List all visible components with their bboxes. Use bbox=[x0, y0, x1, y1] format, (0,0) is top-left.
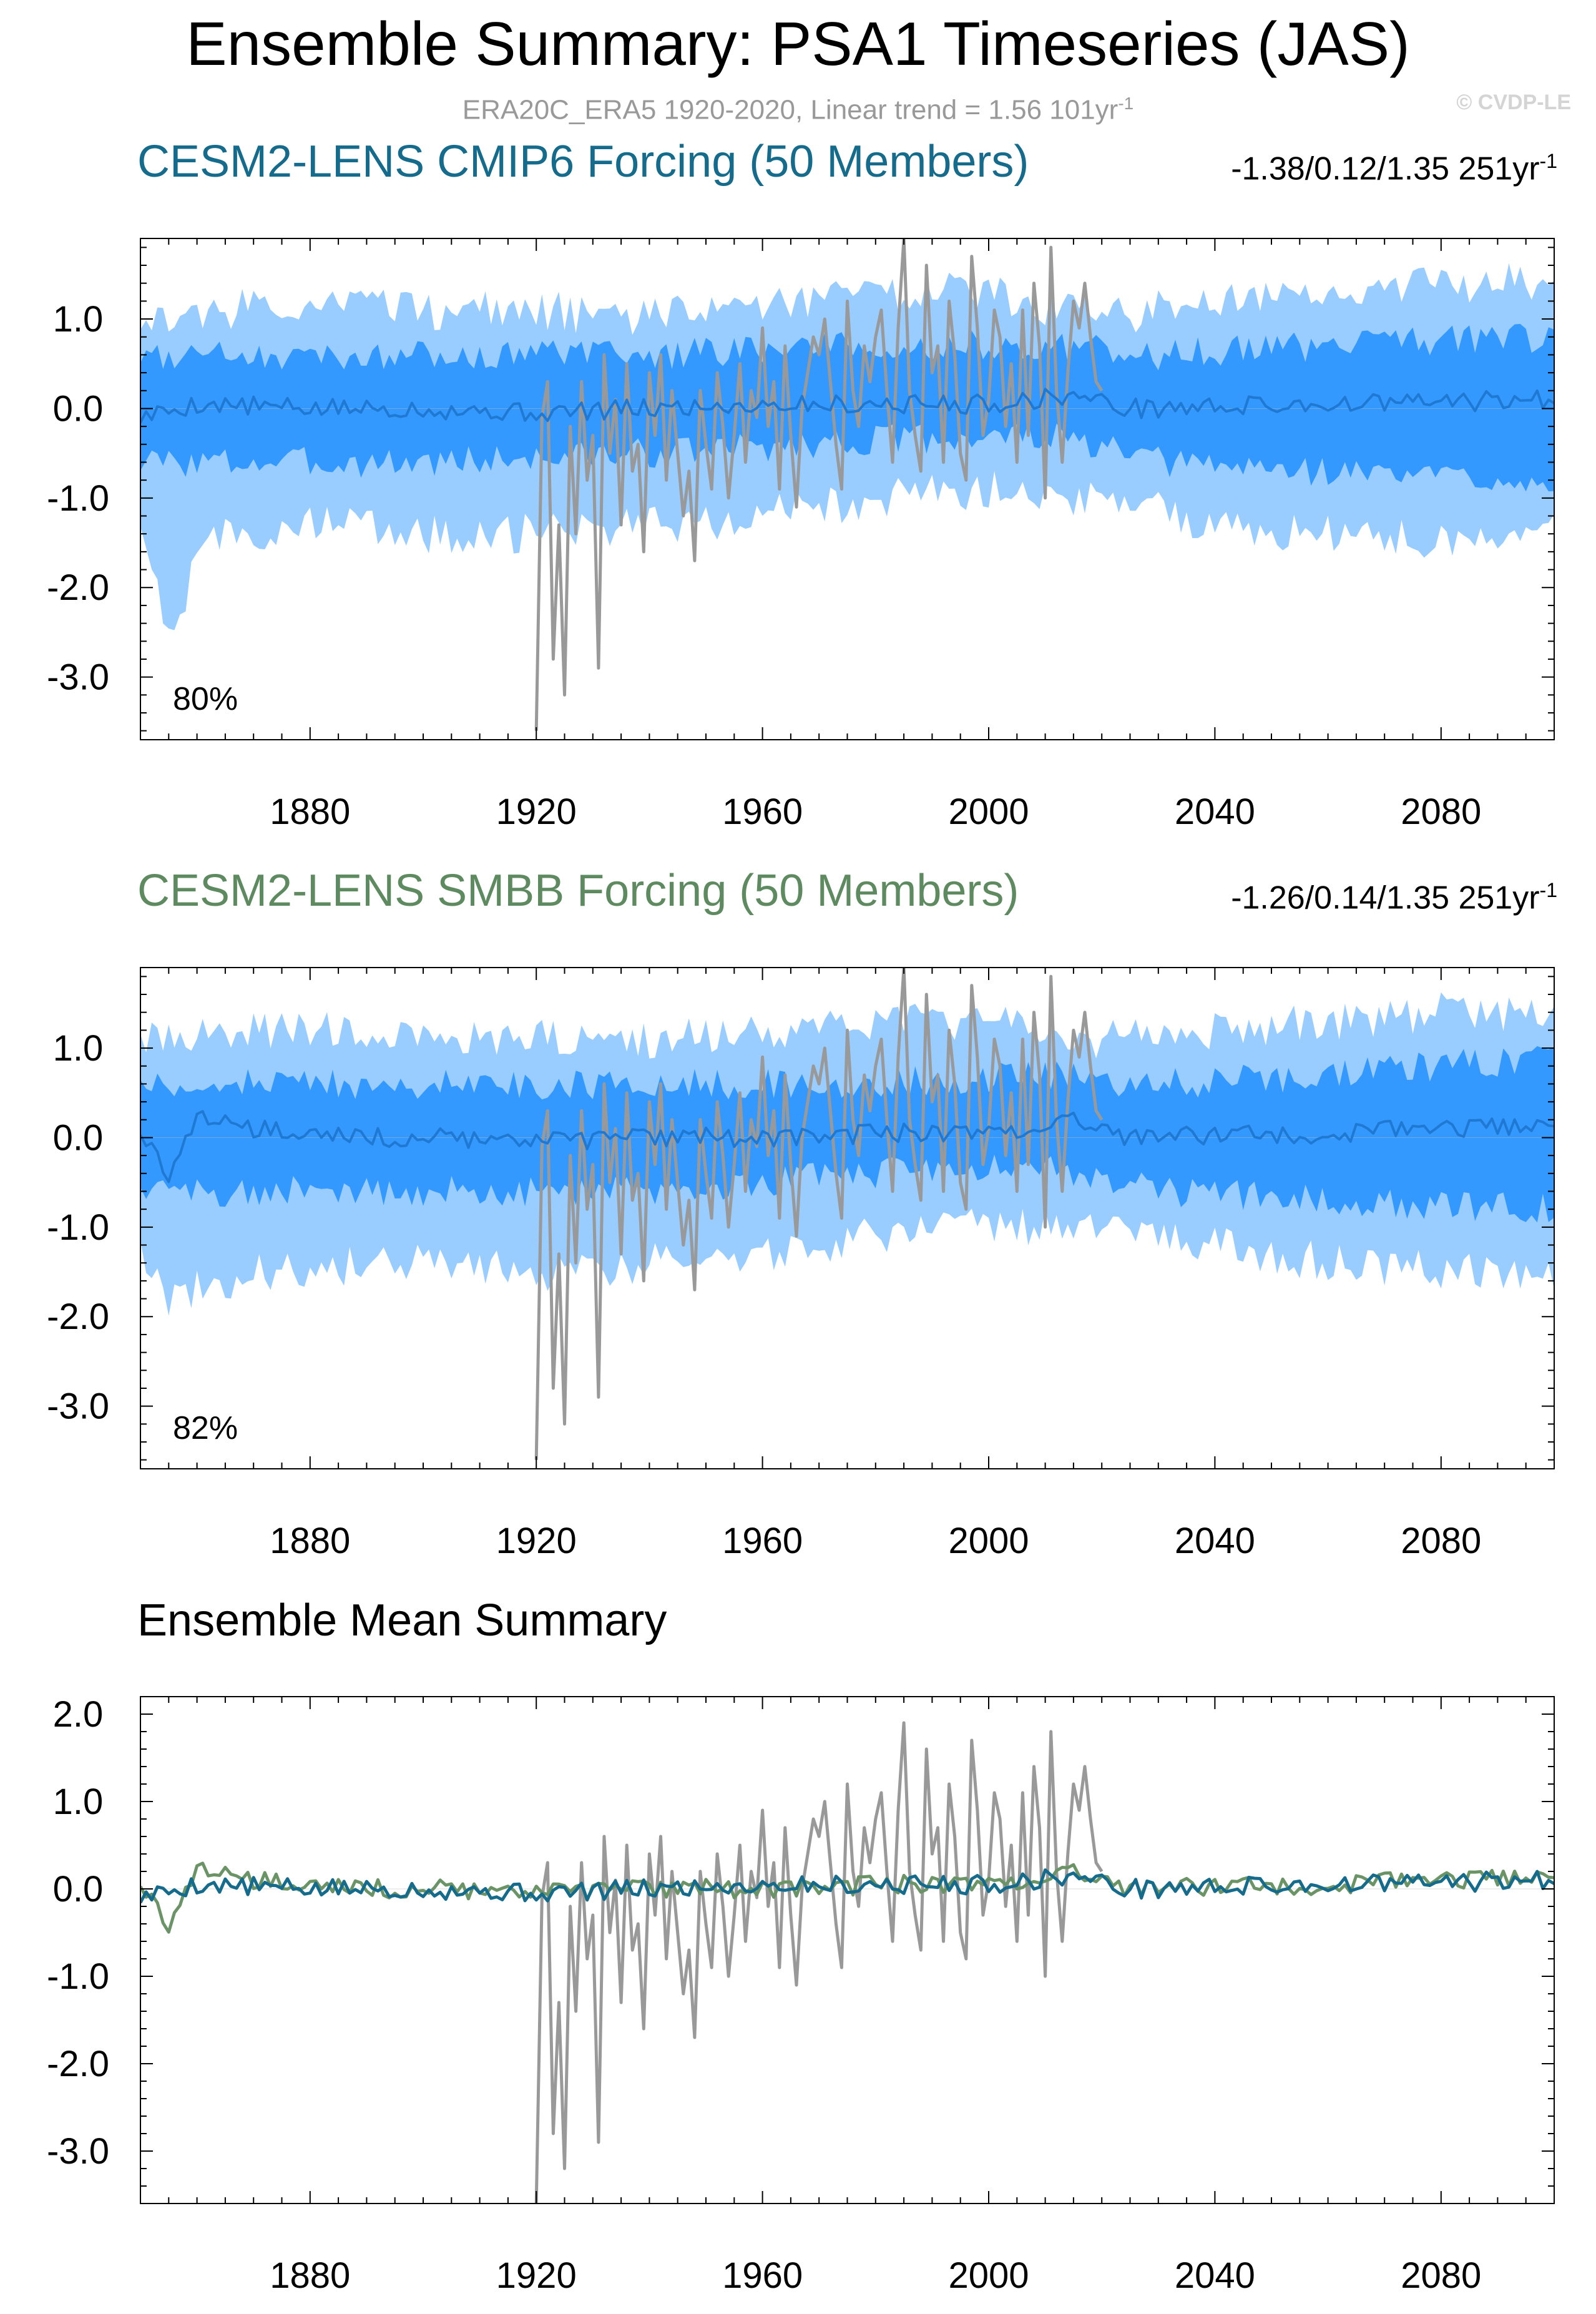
x-tick-label: 1920 bbox=[496, 792, 577, 832]
panel-title-smbb: CESM2-LENS SMBB Forcing (50 Members) bbox=[137, 866, 1019, 916]
y-tick-label: -2.0 bbox=[47, 2044, 109, 2084]
y-tick-label: 2.0 bbox=[53, 1694, 104, 1735]
observations-line bbox=[534, 968, 1104, 1460]
y-tick-label: 0.0 bbox=[53, 1869, 104, 1910]
x-tick-label: 2040 bbox=[1175, 792, 1255, 832]
x-tick-label: 1920 bbox=[496, 1521, 577, 1561]
x-tick-label: 1960 bbox=[722, 2255, 803, 2296]
x-tick-label: 1960 bbox=[722, 792, 803, 832]
y-tick-label: 1.0 bbox=[53, 1028, 104, 1069]
x-tick-label: 1960 bbox=[722, 1521, 803, 1561]
observations-line bbox=[534, 1721, 1104, 2204]
y-tick-label: -3.0 bbox=[47, 657, 109, 698]
plot-frame bbox=[140, 1696, 1555, 2204]
x-tick-label: 2000 bbox=[948, 1521, 1029, 1561]
y-tick-label: -2.0 bbox=[47, 567, 109, 608]
smbb-mean-line bbox=[140, 1861, 1554, 1934]
x-tick-label: 1880 bbox=[270, 2255, 350, 2296]
ensemble-mean-line bbox=[140, 388, 1554, 424]
y-tick-label: 0.0 bbox=[53, 1117, 104, 1158]
plot-area-cmip6 bbox=[140, 238, 1554, 731]
x-tick-label: 2080 bbox=[1401, 792, 1481, 832]
inner-spread-band bbox=[140, 323, 1554, 492]
percent-annotation: 80% bbox=[173, 681, 238, 717]
x-tick-label: 2000 bbox=[948, 2255, 1029, 2296]
x-tick-label: 1920 bbox=[496, 2255, 577, 2296]
plot-smbb: 1880 1920 1960 2000 2040 2080 1.0 0.0 -1.0 -2.0 -3… bbox=[47, 967, 1555, 1561]
y-tick-label: -1.0 bbox=[47, 478, 109, 519]
y-tick-label: 1.0 bbox=[53, 1782, 104, 1822]
percent-annotation: 82% bbox=[173, 1410, 238, 1446]
x-tick-label: 2040 bbox=[1175, 1521, 1255, 1561]
ensemble-mean-line bbox=[140, 1110, 1554, 1184]
x-tick-label: 2000 bbox=[948, 792, 1029, 832]
x-tick-label: 1880 bbox=[270, 1521, 350, 1561]
cvdp-watermark: © CVDP-LE bbox=[1456, 91, 1571, 114]
plot-area-smbb bbox=[140, 968, 1554, 1460]
cmip6-mean-line bbox=[140, 1868, 1554, 1904]
y-tick-label: -2.0 bbox=[47, 1297, 109, 1337]
y-tick-label: -3.0 bbox=[47, 1386, 109, 1427]
y-tick-label: -1.0 bbox=[47, 1956, 109, 1997]
inner-spread-band bbox=[140, 1046, 1554, 1223]
panel-stats-smbb: -1.26/0.14/1.35 251yr-1 bbox=[1231, 879, 1557, 916]
x-tick-label: 2080 bbox=[1401, 2255, 1481, 2296]
x-tick-label: 2040 bbox=[1175, 2255, 1255, 2296]
x-tick-label: 2080 bbox=[1401, 1521, 1481, 1561]
x-tick-label: 1880 bbox=[270, 792, 350, 832]
observations-line bbox=[534, 238, 1104, 731]
observation-subtitle: ERA20C_ERA5 1920-2020, Linear trend = 1.… bbox=[462, 94, 1134, 125]
panel-title-mean: Ensemble Mean Summary bbox=[137, 1596, 667, 1645]
y-tick-label: -1.0 bbox=[47, 1207, 109, 1248]
figure-title: Ensemble Summary: PSA1 Timeseries (JAS) bbox=[186, 9, 1410, 78]
y-tick-label: -3.0 bbox=[47, 2131, 109, 2172]
panel-title-cmip6: CESM2-LENS CMIP6 Forcing (50 Members) bbox=[137, 137, 1029, 187]
y-tick-label: 1.0 bbox=[53, 299, 104, 340]
y-tick-label: 0.0 bbox=[53, 388, 104, 429]
panel-stats-cmip6: -1.38/0.12/1.35 251yr-1 bbox=[1231, 150, 1557, 187]
plot-cmip6: 1880 1920 1960 2000 2040 2080 1.0 0.0 -1.0 -2.0 -3… bbox=[47, 238, 1555, 832]
plot-mean: 1880 1920 1960 2000 2040 2080 2.0 1.0 0.0 -1.0 -2.… bbox=[47, 1694, 1555, 2296]
plot-area-mean bbox=[140, 1721, 1554, 2204]
